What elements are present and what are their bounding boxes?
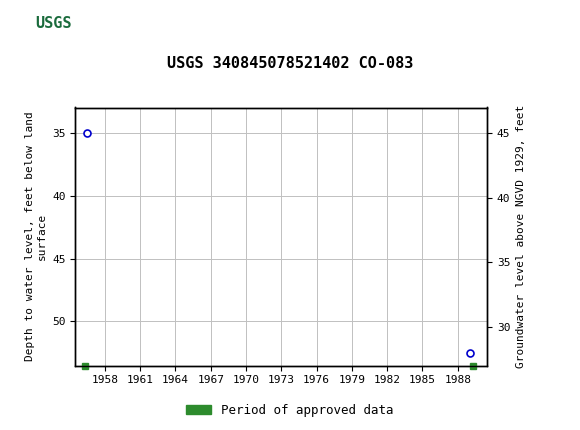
Text: USGS 340845078521402 CO-083: USGS 340845078521402 CO-083 [167,56,413,71]
Text: USGS: USGS [35,16,71,31]
Bar [29,4,580,43]
Y-axis label: Groundwater level above NGVD 1929, feet: Groundwater level above NGVD 1929, feet [516,105,526,368]
Legend: Period of approved data: Period of approved data [181,399,399,421]
Y-axis label: Depth to water level, feet below land
surface: Depth to water level, feet below land su… [25,112,46,361]
